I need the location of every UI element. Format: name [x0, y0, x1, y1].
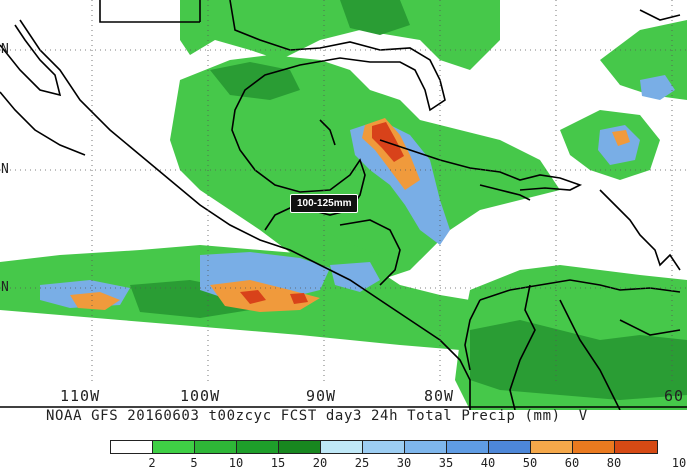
colorbar-tick-label: 30 — [396, 456, 412, 470]
colorbar-cell — [447, 441, 489, 453]
colorbar-cell — [111, 441, 153, 453]
lon-label-100w: 100W — [180, 387, 221, 405]
colorbar-tick-label: 35 — [438, 456, 454, 470]
colorbar-cell — [405, 441, 447, 453]
colorbar-tick-label: 5 — [190, 456, 198, 470]
colorbar-cell — [489, 441, 531, 453]
colorbar-cell — [195, 441, 237, 453]
colorbar-cell — [279, 441, 321, 453]
colorbar-cell — [615, 441, 657, 453]
colorbar-tick-label: 10 — [228, 456, 244, 470]
colorbar-tick-label: 60 — [564, 456, 580, 470]
lon-label-90w: 90W — [306, 387, 337, 405]
colorbar-tick-label: 2 — [148, 456, 156, 470]
colorbar-tick-label: 50 — [522, 456, 538, 470]
colorbar-cell — [153, 441, 195, 453]
lat-label-mid: N — [1, 162, 9, 177]
colorbar-tick-label: 15 — [270, 456, 286, 470]
colorbar-cell — [237, 441, 279, 453]
lon-label-80w: 80W — [424, 387, 455, 405]
colorbar-cell — [321, 441, 363, 453]
lat-label-bottom: N — [1, 280, 9, 295]
map-caption: NOAA GFS 20160603 t00zcyc FCST day3 24h … — [46, 408, 588, 424]
colorbar-tick-label: 25 — [354, 456, 370, 470]
colorbar-tick-label: 40 — [480, 456, 496, 470]
colorbar-tick-label: 20 — [312, 456, 328, 470]
colorbar-cell — [573, 441, 615, 453]
lat-lon-grid — [0, 0, 687, 385]
precip-tooltip: 100-125mm — [290, 194, 359, 213]
lon-label-110w: 110W — [60, 387, 101, 405]
precip-map — [0, 0, 687, 410]
lat-label-top: N — [1, 42, 9, 57]
colorbar-cell — [531, 441, 573, 453]
lon-label-60: 60 — [664, 387, 685, 405]
colorbar-tick-label: 10 — [671, 456, 687, 470]
colorbar-cell — [363, 441, 405, 453]
precip-colorbar — [110, 440, 658, 454]
colorbar-tick-label: 80 — [606, 456, 622, 470]
